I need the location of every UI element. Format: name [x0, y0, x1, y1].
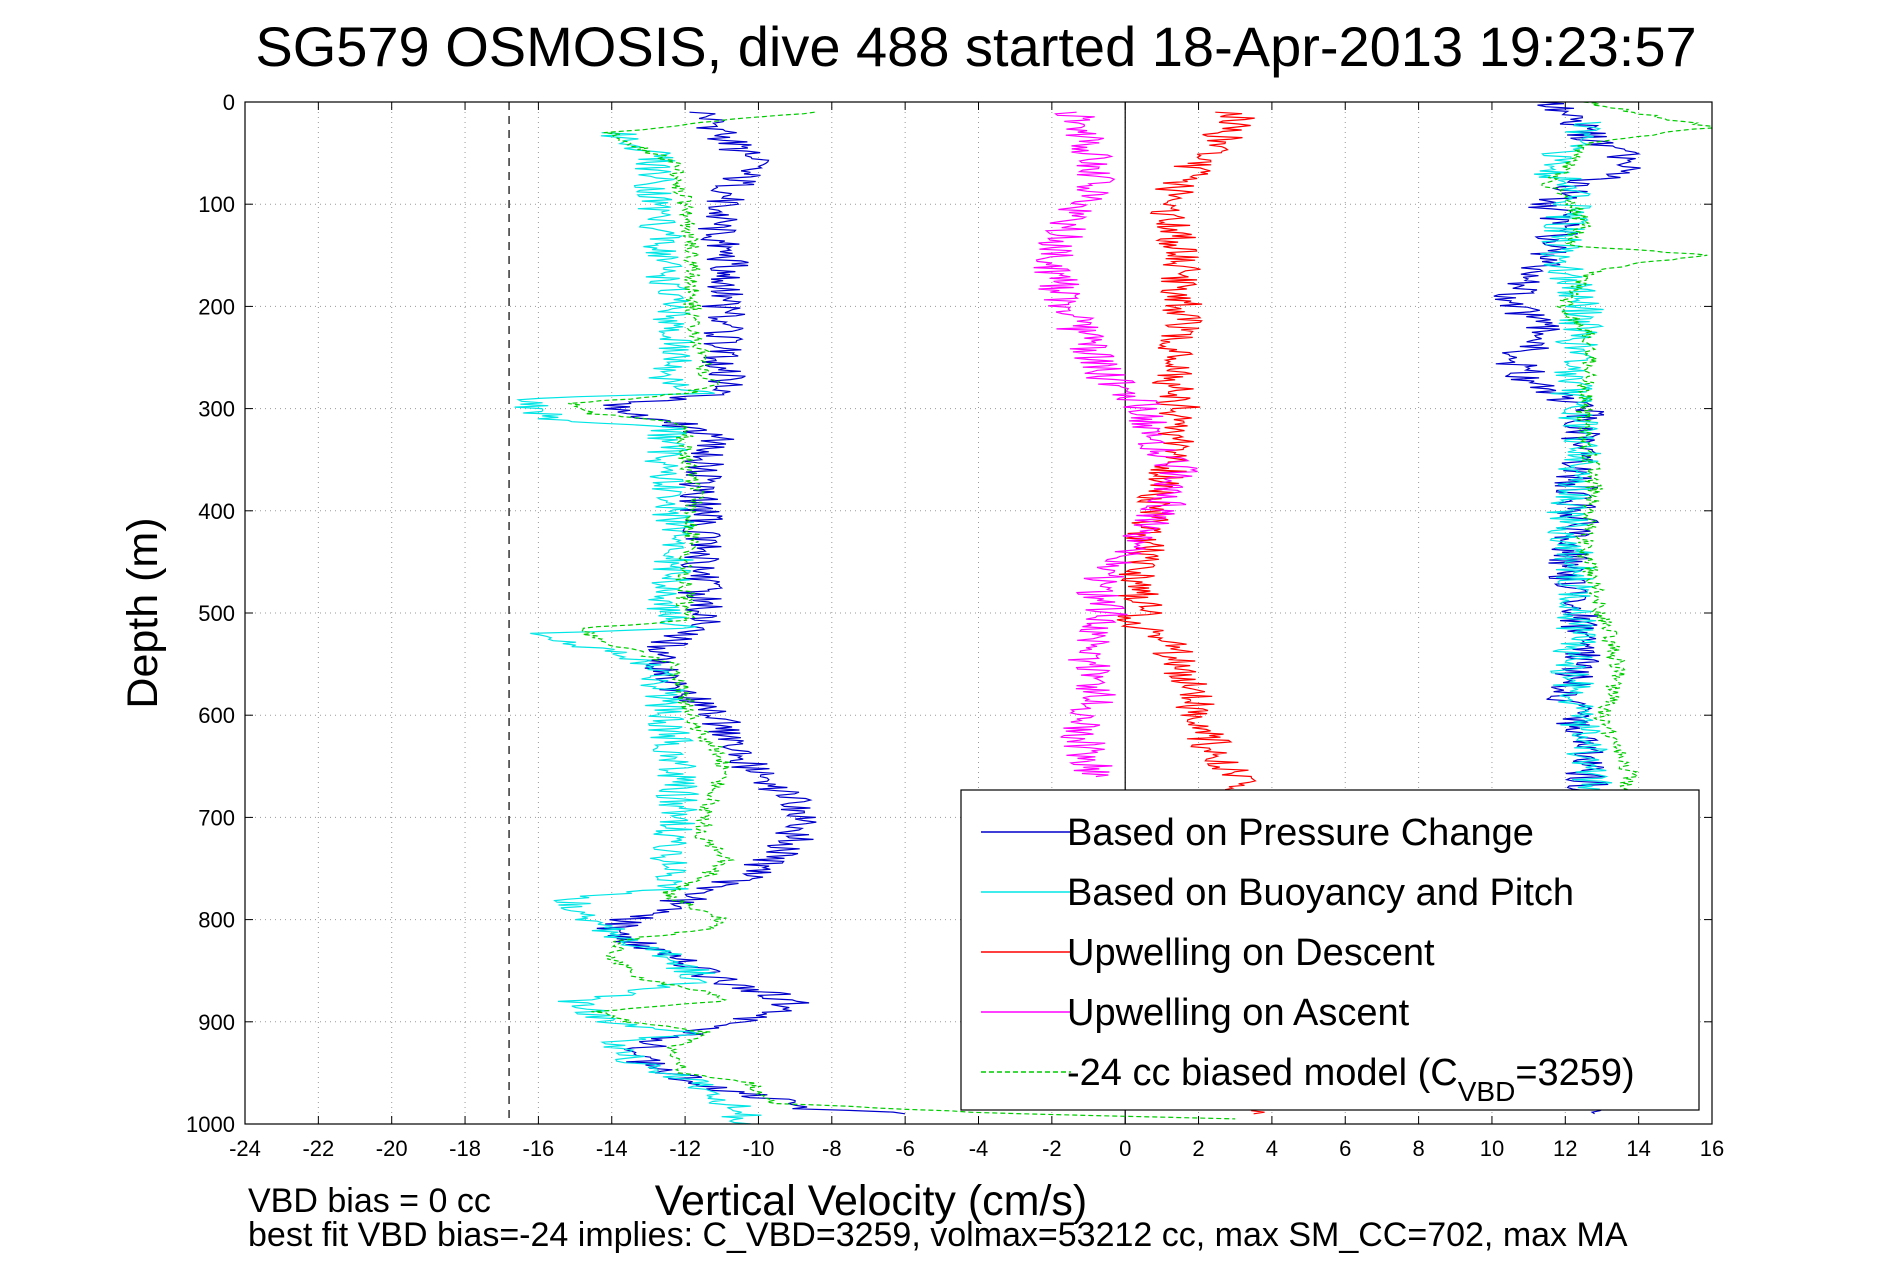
- legend-label: Based on Buoyancy and Pitch: [1067, 872, 1574, 914]
- y-tick-label: 200: [198, 294, 235, 319]
- series-line: [514, 132, 762, 1124]
- x-tick-label: 10: [1480, 1136, 1504, 1161]
- series-line: [568, 111, 1236, 1120]
- x-tick-label: -8: [822, 1136, 842, 1161]
- legend-label: Based on Pressure Change: [1067, 812, 1534, 854]
- y-tick-label: 700: [198, 805, 235, 830]
- chart-title: SG579 OSMOSIS, dive 488 started 18-Apr-2…: [255, 15, 1696, 78]
- y-tick-label: 0: [223, 90, 235, 115]
- y-tick-label: 300: [198, 397, 235, 422]
- series-line: [1534, 121, 1618, 798]
- x-tick-label: -12: [669, 1136, 701, 1161]
- footer-vbd-bias: VBD bias = 0 cc: [248, 1182, 491, 1220]
- x-tick-label: -6: [895, 1136, 915, 1161]
- y-axis-label: Depth (m): [119, 517, 167, 708]
- footer-best-fit: best fit VBD bias=-24 implies: C_VBD=325…: [248, 1216, 1628, 1254]
- x-tick-labels: -24 -22 -20 -18 -16 -14 -12 -10 -8 -6 -4 -2 0 2 4 6 8 10 1…: [229, 1136, 1724, 1161]
- grid: [244, 101, 1713, 1125]
- x-tick-label: -18: [449, 1136, 481, 1161]
- legend: Based on Pressure Change Based on Buoyanc…: [960, 789, 1700, 1111]
- y-tick-label: 600: [198, 703, 235, 728]
- series-1: [514, 121, 1618, 1124]
- legend-label: Upwelling on Descent: [1067, 932, 1435, 974]
- x-tick-label: -24: [229, 1136, 261, 1161]
- x-tick-label: 8: [1412, 1136, 1424, 1161]
- series-3: [1033, 111, 1198, 778]
- x-tick-label: 0: [1119, 1136, 1131, 1161]
- x-tick-label: 16: [1700, 1136, 1724, 1161]
- series-line: [1033, 111, 1198, 778]
- x-axis-label: Vertical Velocity (cm/s): [655, 1177, 1088, 1225]
- legend-box: [960, 789, 1700, 1111]
- x-tick-label: 2: [1192, 1136, 1204, 1161]
- y-tick-label: 800: [198, 908, 235, 933]
- series-line: [596, 111, 906, 1115]
- x-tick-label: 12: [1553, 1136, 1577, 1161]
- series-4: [568, 102, 1712, 1120]
- plot-frame: [244, 101, 1713, 1125]
- x-tick-label: -22: [302, 1136, 334, 1161]
- x-tick-label: -14: [596, 1136, 628, 1161]
- y-tick-labels: 0 100 200 300 400 500 600 700 800 900 1000: [186, 90, 235, 1137]
- y-tick-label: 900: [198, 1010, 235, 1035]
- x-tick-label: 14: [1626, 1136, 1650, 1161]
- x-tick-label: -4: [969, 1136, 989, 1161]
- y-tick-label: 500: [198, 601, 235, 626]
- x-tick-label: -10: [743, 1136, 775, 1161]
- y-tick-label: 400: [198, 499, 235, 524]
- x-tick-label: 4: [1266, 1136, 1278, 1161]
- x-tick-label: -16: [523, 1136, 555, 1161]
- y-tick-label: 1000: [186, 1112, 235, 1137]
- x-tick-label: -2: [1042, 1136, 1062, 1161]
- x-tick-label: -20: [376, 1136, 408, 1161]
- legend-label: Upwelling on Ascent: [1067, 992, 1410, 1034]
- x-tick-label: 6: [1339, 1136, 1351, 1161]
- y-tick-label: 100: [198, 192, 235, 217]
